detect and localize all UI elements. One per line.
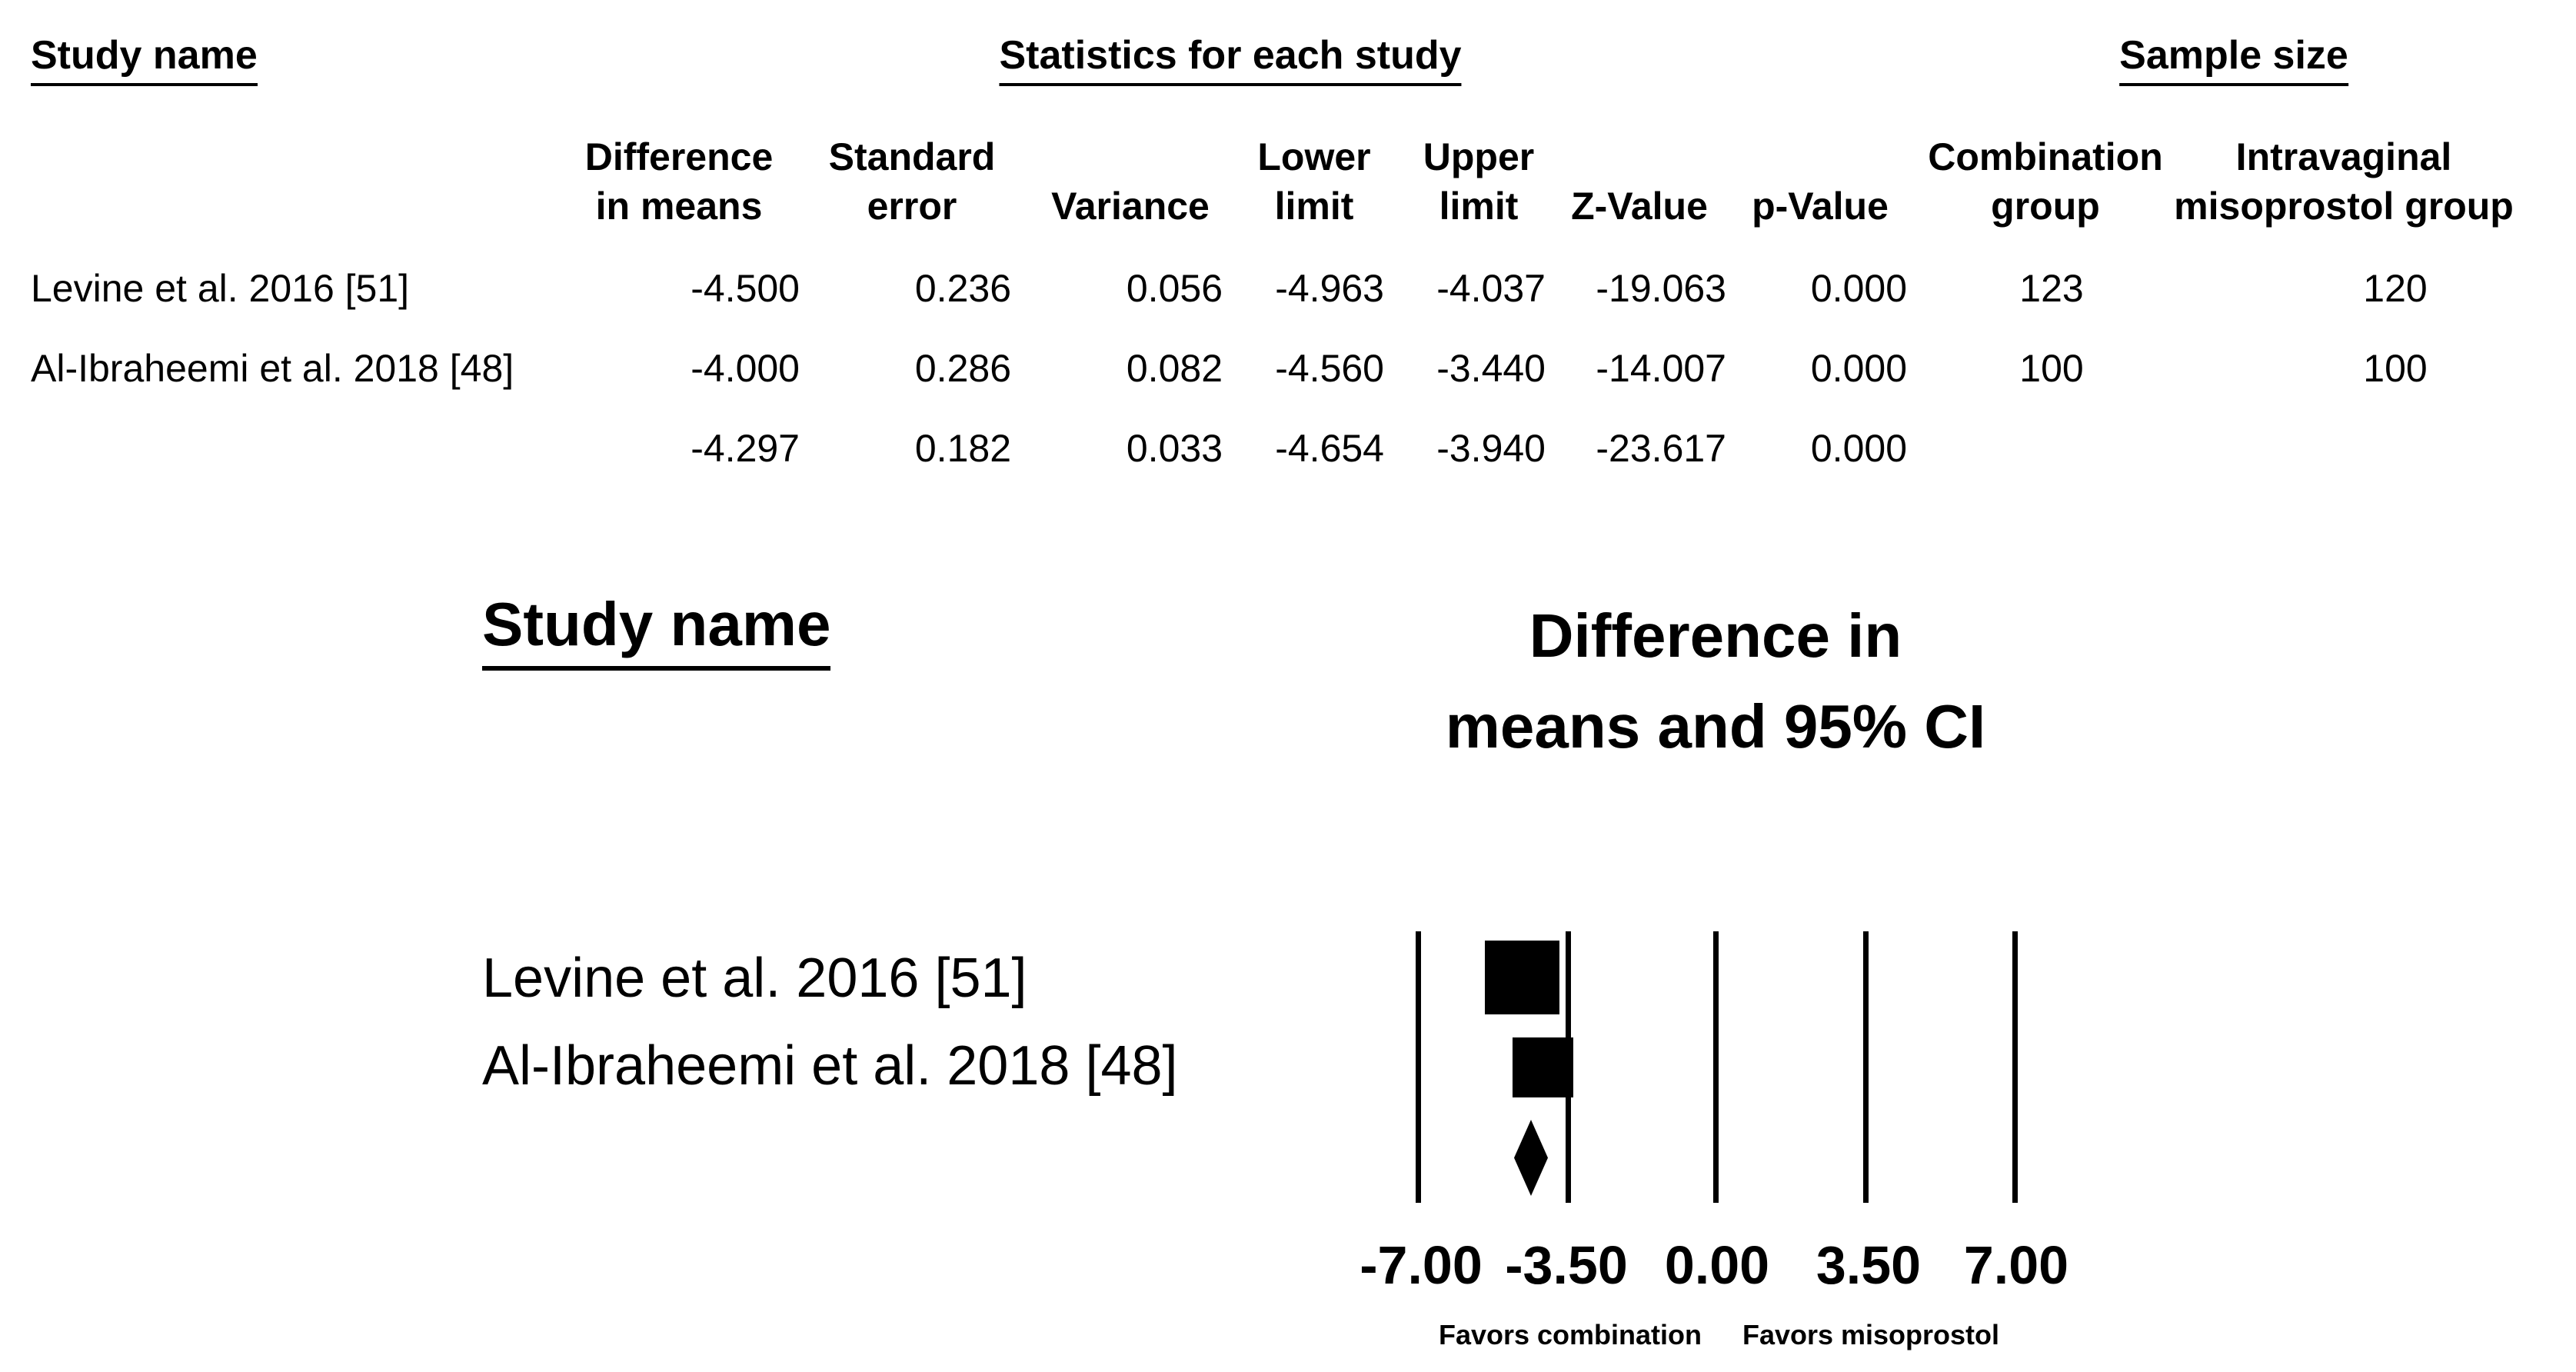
axis-tick-pos7: 7.00	[1963, 1235, 2069, 1295]
cell-study-name: Levine et al. 2016 [51]	[31, 267, 410, 310]
cell-z-value: -14.007	[1596, 347, 1726, 390]
cell-misoprostol-n: 100	[2363, 347, 2428, 390]
summary-diamond	[1514, 1120, 1548, 1196]
favors-combination-label: Favors combination	[1438, 1319, 1702, 1350]
cell-difference-in-means: -4.297	[691, 427, 800, 470]
table-row-levine: Levine et al. 2016 [51] -4.500 0.236 0.0…	[0, 265, 2576, 312]
col-header-p-value: p-Value	[1752, 185, 1889, 228]
cell-variance: 0.033	[1126, 427, 1223, 470]
cell-p-value: 0.000	[1810, 267, 1907, 310]
cell-z-value: -19.063	[1596, 267, 1726, 310]
cell-misoprostol-n: 120	[2363, 267, 2428, 310]
cell-difference-in-means: -4.000	[691, 347, 800, 390]
cell-combination-n: 123	[2019, 267, 2084, 310]
effect-square-levine	[1485, 941, 1559, 1014]
gridline-neg7	[1416, 931, 1421, 1203]
table-row-summary: -4.297 0.182 0.033 -4.654 -3.940 -23.617…	[0, 425, 2576, 472]
cell-upper-limit: -4.037	[1436, 267, 1546, 310]
group-header-sample-size: Sample size	[2119, 34, 2348, 86]
group-header-study-name: Study name	[31, 34, 258, 86]
cell-p-value: 0.000	[1810, 427, 1907, 470]
cell-upper-limit: -3.940	[1436, 427, 1546, 470]
axis-tick-neg7: -7.00	[1360, 1235, 1483, 1295]
forest-study-name-header: Study name	[482, 591, 831, 671]
effect-square-al-ibraheemi	[1513, 1037, 1573, 1097]
column-header-row: Difference in means Standard error Varia…	[0, 115, 2576, 231]
cell-lower-limit: -4.560	[1275, 347, 1384, 390]
col-header-z-value: Z-Value	[1571, 185, 1708, 228]
col-header-intravaginal-misoprostol-group: Intravaginal misoprostol group	[2174, 135, 2514, 228]
table-row-al-ibraheemi: Al-Ibraheemi et al. 2018 [48] -4.000 0.2…	[0, 345, 2576, 392]
col-header-upper-limit: Upper limit	[1423, 135, 1535, 228]
cell-study-name: Al-Ibraheemi et al. 2018 [48]	[31, 347, 514, 390]
axis-tick-zero: 0.00	[1664, 1235, 1770, 1295]
cell-combination-n: 100	[2019, 347, 2084, 390]
col-header-variance: Variance	[1051, 185, 1210, 228]
cell-upper-limit: -3.440	[1436, 347, 1546, 390]
col-header-combination-group: Combination group	[1928, 135, 2163, 228]
cell-lower-limit: -4.654	[1275, 427, 1384, 470]
cell-p-value: 0.000	[1810, 347, 1907, 390]
cell-variance: 0.056	[1126, 267, 1223, 310]
favors-misoprostol-label: Favors misoprostol	[1742, 1319, 2000, 1350]
cell-variance: 0.082	[1126, 347, 1223, 390]
forest-effect-header: Difference in means and 95% CI	[1445, 601, 1986, 761]
cell-lower-limit: -4.963	[1275, 267, 1384, 310]
forest-label-al-ibraheemi: Al-Ibraheemi et al. 2018 [48]	[482, 1035, 1178, 1097]
col-header-standard-error: Standard error	[828, 135, 996, 228]
gridline-zero	[1713, 931, 1719, 1203]
cell-standard-error: 0.182	[914, 427, 1011, 470]
cell-standard-error: 0.286	[914, 347, 1011, 390]
col-header-lower-limit: Lower limit	[1257, 135, 1371, 228]
axis-tick-neg3-5: -3.50	[1505, 1235, 1628, 1295]
forest-label-levine: Levine et al. 2016 [51]	[482, 947, 1027, 1009]
cell-z-value: -23.617	[1596, 427, 1726, 470]
gridline-pos3-5	[1863, 931, 1869, 1203]
col-header-difference-in-means: Difference in means	[584, 135, 774, 228]
gridline-pos7	[2012, 931, 2018, 1203]
axis-tick-pos3-5: 3.50	[1816, 1235, 1922, 1295]
group-header-statistics: Statistics for each study	[999, 34, 1462, 86]
cell-difference-in-means: -4.500	[691, 267, 800, 310]
cell-standard-error: 0.236	[914, 267, 1011, 310]
